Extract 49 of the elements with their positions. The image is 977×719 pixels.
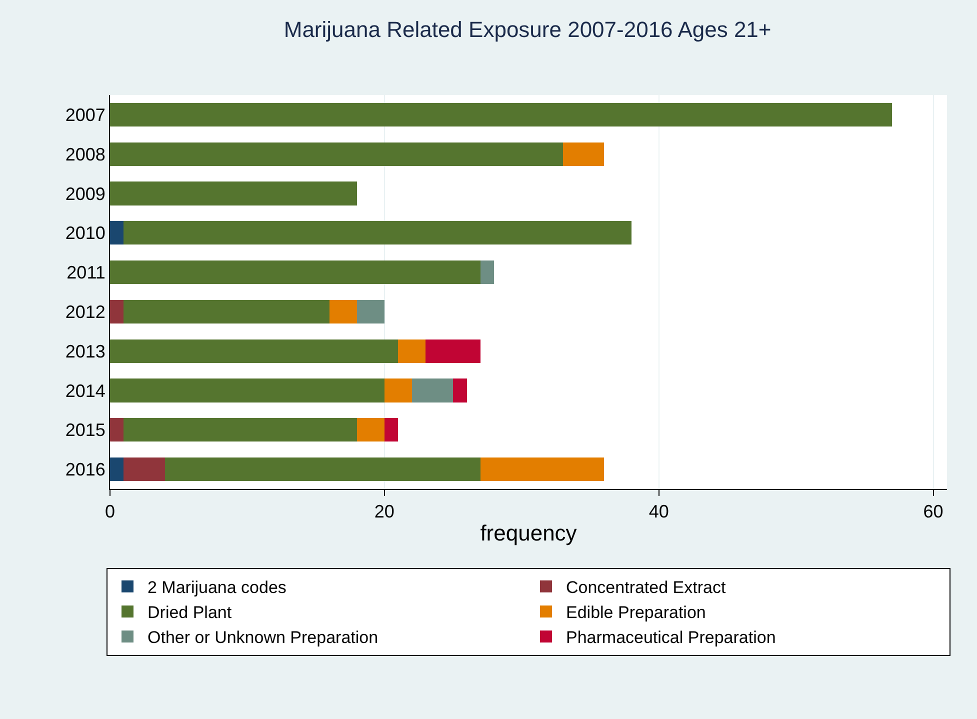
- bar: [110, 339, 398, 363]
- bar: [480, 457, 604, 482]
- bar: [110, 182, 357, 206]
- y-tick-label: 2015: [65, 420, 106, 440]
- legend-label: Edible Preparation: [566, 603, 706, 622]
- bar: [453, 378, 467, 402]
- x-tick-label: 20: [374, 502, 394, 522]
- bar: [110, 418, 124, 442]
- bar: [110, 260, 480, 284]
- bar: [562, 142, 604, 166]
- legend-label: Dried Plant: [148, 603, 232, 622]
- bar: [124, 221, 632, 245]
- bar: [426, 339, 480, 363]
- bar: [110, 300, 124, 324]
- y-tick-label: 2011: [66, 262, 106, 283]
- legend-label: Pharmaceutical Preparation: [566, 628, 776, 648]
- bar: [164, 457, 480, 482]
- x-tick-label: 0: [104, 502, 116, 522]
- bar: [124, 418, 357, 442]
- bar: [356, 418, 384, 442]
- bar: [384, 418, 398, 442]
- x-tick-label: 60: [923, 502, 944, 522]
- y-tick-label: 2009: [65, 184, 106, 204]
- y-tick-label: 2013: [65, 341, 106, 362]
- x-tick-label: 40: [648, 502, 669, 522]
- y-tick-label: 2012: [65, 302, 106, 322]
- chart-title: Marijuana Related Exposure 2007-2016 Ages 21+: [284, 16, 772, 42]
- bar: [356, 300, 384, 324]
- bar: [110, 142, 563, 166]
- bar: [330, 300, 357, 324]
- bar: [110, 221, 124, 245]
- legend-label: Concentrated Extract: [566, 578, 726, 597]
- bar: [398, 339, 426, 363]
- bar: [480, 260, 494, 284]
- y-tick-label: 2010: [65, 223, 106, 244]
- y-tick-label: 2007: [65, 105, 106, 125]
- x-axis-title: frequency: [480, 520, 577, 546]
- y-tick-label: 2008: [65, 144, 106, 164]
- legend-label: Other or Unknown Preparation: [148, 628, 378, 648]
- bar: [110, 378, 384, 402]
- bar: [412, 378, 454, 402]
- bar: [124, 457, 165, 482]
- legend-label: 2 Marijuana codes: [148, 578, 286, 597]
- bar: [110, 457, 124, 482]
- bar: [124, 300, 330, 324]
- bar: [110, 102, 892, 127]
- y-tick-label: 2014: [65, 380, 106, 401]
- bar: [384, 378, 412, 402]
- y-tick-label: 2016: [65, 460, 106, 480]
